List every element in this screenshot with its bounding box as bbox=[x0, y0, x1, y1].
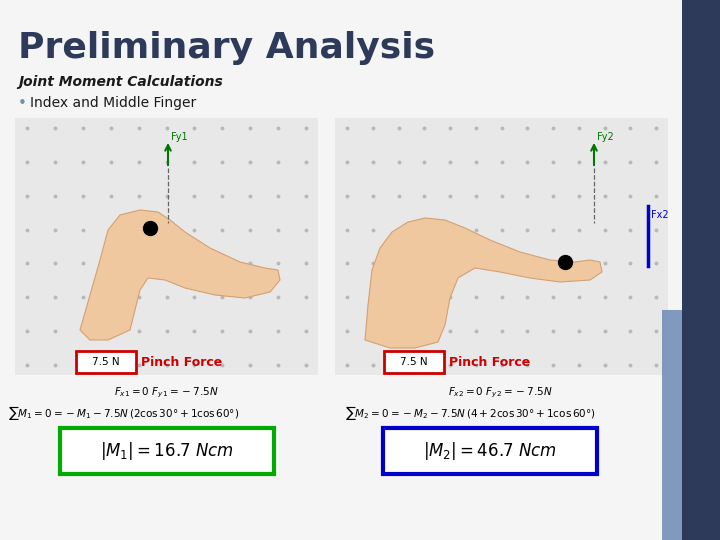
Text: 7.5 N: 7.5 N bbox=[400, 357, 428, 367]
Polygon shape bbox=[80, 210, 280, 340]
Polygon shape bbox=[365, 218, 602, 348]
Polygon shape bbox=[662, 310, 682, 540]
Text: $F_{x2} = 0\ F_{y2} = -7.5N$: $F_{x2} = 0\ F_{y2} = -7.5N$ bbox=[448, 386, 552, 400]
Bar bbox=[335, 118, 668, 375]
Text: $\sum M_1 = 0 = -M_1 - 7.5N\,(2\cos 30° + 1\cos 60°)$: $\sum M_1 = 0 = -M_1 - 7.5N\,(2\cos 30° … bbox=[8, 404, 239, 422]
Text: Pinch Force: Pinch Force bbox=[449, 355, 530, 368]
Text: $|M_2| = 46.7\ Ncm$: $|M_2| = 46.7\ Ncm$ bbox=[423, 440, 557, 462]
Text: Fy2: Fy2 bbox=[597, 132, 613, 142]
Text: 7.5 N: 7.5 N bbox=[92, 357, 120, 367]
FancyBboxPatch shape bbox=[76, 351, 136, 373]
Text: Preliminary Analysis: Preliminary Analysis bbox=[18, 31, 435, 65]
Text: •: • bbox=[18, 96, 27, 111]
FancyBboxPatch shape bbox=[383, 428, 597, 474]
Text: Index and Middle Finger: Index and Middle Finger bbox=[30, 96, 197, 110]
Polygon shape bbox=[682, 0, 720, 540]
Text: Fx2: Fx2 bbox=[651, 210, 669, 220]
FancyBboxPatch shape bbox=[384, 351, 444, 373]
Text: Pinch Force: Pinch Force bbox=[141, 355, 222, 368]
Text: Fy1: Fy1 bbox=[171, 132, 188, 142]
Bar bbox=[15, 118, 318, 375]
Text: $\sum M_2 = 0 = -M_2 - 7.5N\,(4 + 2\cos 30° + 1\cos 60°)$: $\sum M_2 = 0 = -M_2 - 7.5N\,(4 + 2\cos … bbox=[345, 404, 595, 422]
Text: $|M_1| = 16.7\ Ncm$: $|M_1| = 16.7\ Ncm$ bbox=[100, 440, 234, 462]
Text: $F_{x1} = 0\ F_{y1} = -7.5N$: $F_{x1} = 0\ F_{y1} = -7.5N$ bbox=[114, 386, 218, 400]
Text: Joint Moment Calculations: Joint Moment Calculations bbox=[18, 75, 222, 89]
FancyBboxPatch shape bbox=[60, 428, 274, 474]
